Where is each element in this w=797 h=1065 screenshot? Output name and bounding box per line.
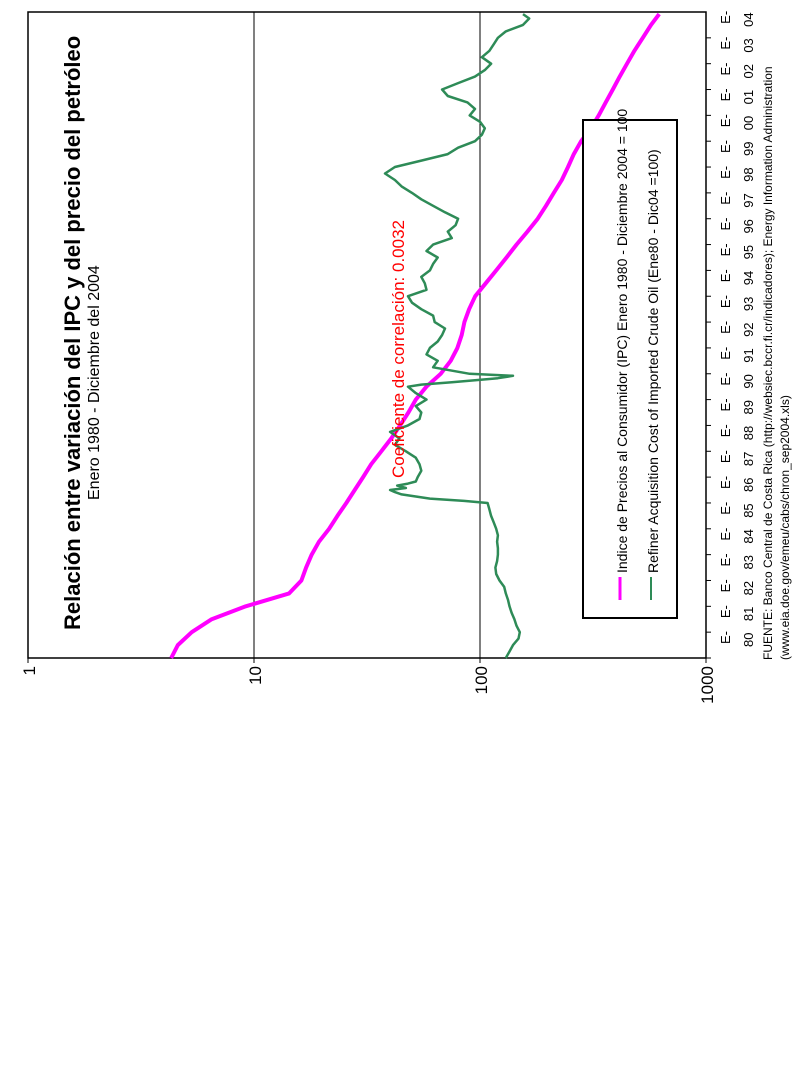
x-tick-prefix: E- — [718, 88, 733, 101]
x-axis: E- 80 E- 81 E- 82 E- 83 E- 84 E- 85 E- 86 E- 87 E- 88 E- 89… — [706, 11, 756, 659]
gridlines — [253, 12, 481, 658]
y-tick-label: 10 — [246, 666, 265, 685]
x-tick-label: 02 — [741, 64, 756, 78]
chart-subtitle: Enero 1980 - Diciembre del 2004 — [86, 265, 103, 500]
x-tick-label: 80 — [741, 633, 756, 647]
x-tick-label: 94 — [741, 271, 756, 285]
x-tick-label: 03 — [741, 38, 756, 52]
x-tick-prefix: E- — [718, 450, 733, 463]
x-tick-prefix: E- — [718, 553, 733, 566]
legend-box — [582, 119, 678, 619]
x-tick-prefix: E- — [718, 192, 733, 205]
x-tick-label: 85 — [741, 503, 756, 517]
x-tick-label: 87 — [741, 452, 756, 466]
legend: Indice de Precios al Consumidor (IPC) En… — [582, 109, 678, 619]
x-tick-prefix: E- — [718, 424, 733, 437]
x-tick-prefix: E- — [718, 37, 733, 50]
x-tick-label: 91 — [741, 348, 756, 362]
x-tick-label: 00 — [741, 116, 756, 130]
x-tick-label: 83 — [741, 555, 756, 569]
x-tick-prefix: E- — [718, 579, 733, 592]
x-tick-prefix: E- — [718, 269, 733, 282]
x-tick-label: 88 — [741, 426, 756, 440]
x-tick-label: 81 — [741, 607, 756, 621]
x-tick-label: 96 — [741, 219, 756, 233]
legend-label-ipc: Indice de Precios al Consumidor (IPC) En… — [614, 109, 630, 573]
x-tick-prefix: E- — [718, 114, 733, 127]
x-tick-label: 82 — [741, 581, 756, 595]
x-tick-label: 01 — [741, 90, 756, 104]
x-tick-prefix: E- — [718, 631, 733, 644]
x-tick-label: 04 — [741, 12, 756, 26]
source-note-line1: FUENTE: Banco Central de Costa Rica (htt… — [761, 66, 775, 660]
x-tick-label: 90 — [741, 374, 756, 388]
x-tick-label: 95 — [741, 245, 756, 259]
x-tick-prefix: E- — [718, 11, 733, 24]
x-tick-label: 86 — [741, 477, 756, 491]
x-tick-label: 98 — [741, 167, 756, 181]
x-tick-label: 89 — [741, 400, 756, 414]
x-tick-label: 93 — [741, 297, 756, 311]
x-tick-label: 92 — [741, 322, 756, 336]
x-tick-prefix: E- — [718, 528, 733, 541]
correlation-annotation: Coeficiente de correlación: 0.0032 — [389, 220, 408, 478]
x-tick-prefix: E- — [718, 166, 733, 179]
x-tick-prefix: E- — [718, 476, 733, 489]
source-note-line2: (www.eia.doe.gov/emeu/cabs/chron_sep2004… — [778, 395, 792, 660]
y-tick-label: 100 — [472, 666, 491, 694]
x-tick-label: 97 — [741, 193, 756, 207]
x-tick-prefix: E- — [718, 502, 733, 515]
x-tick-prefix: E- — [718, 373, 733, 386]
y-tick-label: 1 — [20, 666, 39, 675]
x-tick-label: 84 — [741, 529, 756, 543]
x-tick-prefix: E- — [718, 243, 733, 256]
y-axis: 1 10 100 1000 — [20, 658, 717, 704]
x-tick-prefix: E- — [718, 140, 733, 153]
x-tick-prefix: E- — [718, 295, 733, 308]
x-tick-label: 99 — [741, 142, 756, 156]
chart-title: Relación entre variación del IPC y del p… — [60, 36, 85, 630]
legend-label-crude-oil: Refiner Acquisition Cost of Imported Cru… — [645, 149, 661, 573]
x-tick-prefix: E- — [718, 63, 733, 76]
x-tick-prefix: E- — [718, 398, 733, 411]
y-tick-label: 1000 — [698, 666, 717, 704]
x-tick-prefix: E- — [718, 218, 733, 231]
series-line-crude-oil — [383, 13, 531, 659]
x-tick-prefix: E- — [718, 321, 733, 334]
x-tick-prefix: E- — [718, 347, 733, 360]
x-tick-prefix: E- — [718, 605, 733, 618]
